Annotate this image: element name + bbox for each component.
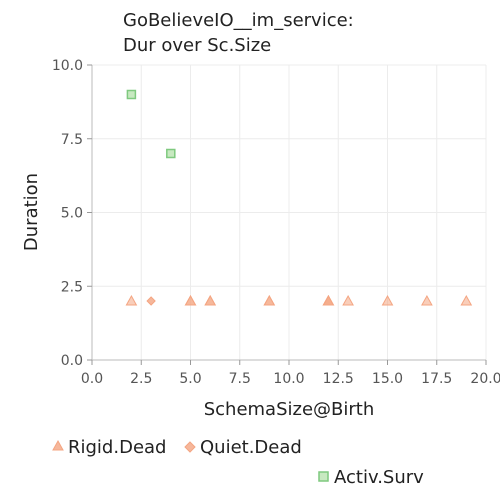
x-tick-label: 15.0 <box>372 371 403 387</box>
point-rigid-dead <box>322 294 335 306</box>
point-rigid-dead <box>263 294 276 306</box>
point-activ-surv <box>166 148 176 159</box>
x-tick-label: 17.5 <box>421 371 452 387</box>
legend-triangle-marker <box>52 439 64 451</box>
y-tick-label: 2.5 <box>61 279 83 295</box>
x-axis-label: SchemaSize@Birth <box>204 399 375 420</box>
legend-label-activ-surv: Activ.Surv <box>334 467 424 488</box>
axes: GoBelieveIO__im_service: Dur over Sc.Siz… <box>21 10 500 420</box>
data-points <box>125 89 473 306</box>
legend-item-rigid-dead: Rigid.Dead <box>52 437 166 458</box>
y-tick-label: 10.0 <box>52 58 83 74</box>
legend-item-quiet-dead: Quiet.Dead <box>184 437 302 458</box>
y-tick-label: 0.0 <box>61 353 83 369</box>
x-tick-label: 5.0 <box>179 371 201 387</box>
point-rigid-dead <box>184 294 197 306</box>
x-tick-label: 2.5 <box>130 371 152 387</box>
x-tick-label: 7.5 <box>229 371 251 387</box>
point-rigid-dead <box>125 294 138 306</box>
chart-title-line-2: Dur over Sc.Size <box>123 35 271 56</box>
point-rigid-dead <box>381 294 394 306</box>
chart-title-line-1: GoBelieveIO__im_service: <box>123 10 354 31</box>
y-tick-label: 5.0 <box>61 206 83 222</box>
grid <box>91 64 487 361</box>
legend: Rigid.Dead Quiet.Dead Activ.Surv <box>52 437 424 488</box>
point-rigid-dead <box>421 294 433 306</box>
point-rigid-dead <box>342 294 354 306</box>
x-tick-label: 10.0 <box>273 371 304 387</box>
legend-label-rigid-dead: Rigid.Dead <box>68 437 166 458</box>
x-tick-label: 12.5 <box>323 371 354 387</box>
point-activ-surv <box>126 89 137 100</box>
legend-label-quiet-dead: Quiet.Dead <box>200 437 302 458</box>
legend-item-activ-surv: Activ.Surv <box>318 467 424 488</box>
point-rigid-dead <box>204 294 217 306</box>
point-rigid-dead <box>460 294 473 306</box>
y-axis-label: Duration <box>21 173 42 251</box>
legend-square-marker <box>318 471 329 482</box>
point-quiet-dead <box>146 296 156 306</box>
legend-diamond-marker <box>184 441 196 453</box>
y-tick-label: 7.5 <box>61 132 83 148</box>
x-tick-label: 20.0 <box>470 371 500 387</box>
x-tick-label: 0.0 <box>81 371 103 387</box>
